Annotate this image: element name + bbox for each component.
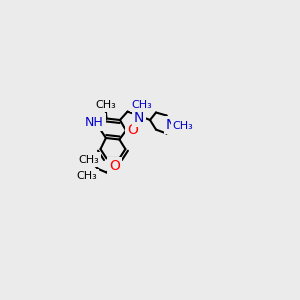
Text: CH₃: CH₃ — [78, 154, 99, 165]
Text: NH: NH — [85, 116, 104, 129]
Text: CH₃: CH₃ — [76, 171, 98, 182]
Text: N: N — [166, 118, 176, 132]
Text: O: O — [109, 159, 120, 173]
Text: CH₃: CH₃ — [95, 100, 116, 110]
Text: O: O — [128, 123, 138, 136]
Text: CH₃: CH₃ — [172, 121, 194, 131]
Text: N: N — [134, 111, 144, 125]
Text: CH₃: CH₃ — [132, 100, 153, 110]
